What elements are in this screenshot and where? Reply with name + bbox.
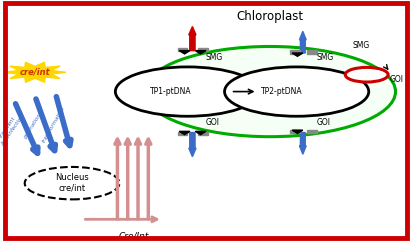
Ellipse shape xyxy=(144,47,396,137)
Polygon shape xyxy=(195,131,206,135)
Text: SMG: SMG xyxy=(316,53,334,62)
Text: transformation: transformation xyxy=(41,105,66,143)
Polygon shape xyxy=(198,48,208,51)
Ellipse shape xyxy=(345,67,388,82)
Text: transient
Agroinfection: transient Agroinfection xyxy=(0,111,25,147)
Text: GOI: GOI xyxy=(389,75,403,84)
Polygon shape xyxy=(292,130,303,134)
Text: SMG: SMG xyxy=(206,53,223,62)
FancyArrow shape xyxy=(300,133,306,154)
Polygon shape xyxy=(307,50,317,54)
Text: cre/int: cre/int xyxy=(20,68,50,77)
Polygon shape xyxy=(195,51,206,54)
FancyArrow shape xyxy=(300,31,306,53)
Text: Nucleus
cre/int: Nucleus cre/int xyxy=(55,174,89,193)
Polygon shape xyxy=(290,130,300,133)
Text: TP2-ptDNA: TP2-ptDNA xyxy=(261,87,303,96)
FancyArrow shape xyxy=(189,27,196,51)
Polygon shape xyxy=(4,62,66,82)
Polygon shape xyxy=(307,130,317,133)
Polygon shape xyxy=(179,131,190,135)
Ellipse shape xyxy=(225,67,369,116)
Ellipse shape xyxy=(115,67,260,116)
Polygon shape xyxy=(179,51,190,54)
Polygon shape xyxy=(178,48,187,51)
Polygon shape xyxy=(178,132,187,135)
Text: pollination: pollination xyxy=(23,113,43,140)
Text: GOI: GOI xyxy=(316,118,330,127)
Polygon shape xyxy=(292,53,303,56)
Text: TP1-ptDNA: TP1-ptDNA xyxy=(150,87,192,96)
Text: Chloroplast: Chloroplast xyxy=(236,10,303,23)
Polygon shape xyxy=(290,50,300,54)
Ellipse shape xyxy=(25,167,119,199)
Text: Cre/Int: Cre/Int xyxy=(119,232,149,241)
FancyArrow shape xyxy=(189,133,196,157)
Text: SMG: SMG xyxy=(352,41,370,50)
Polygon shape xyxy=(198,132,208,135)
Text: GOI: GOI xyxy=(206,118,220,127)
